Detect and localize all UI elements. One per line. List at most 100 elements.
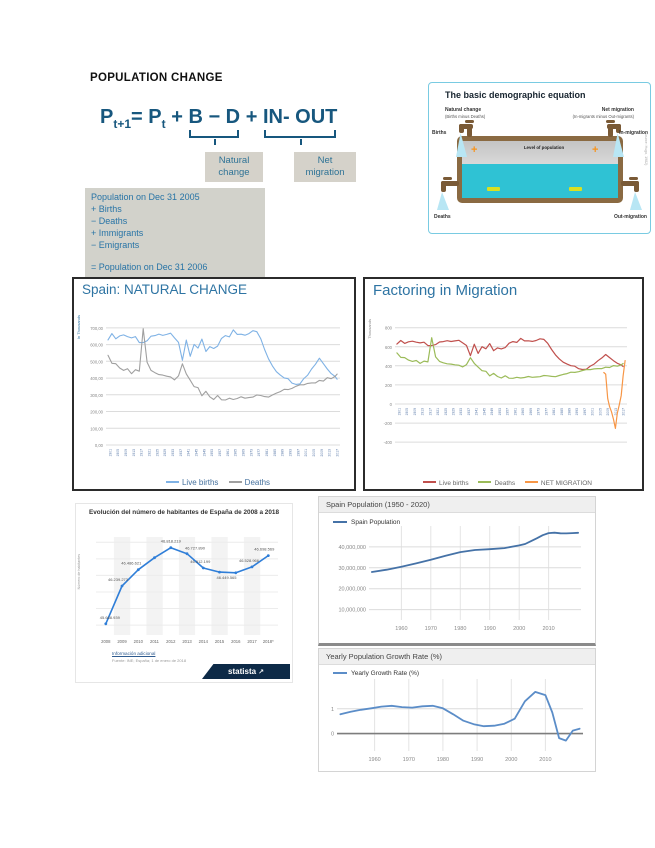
svg-text:2000: 2000 — [513, 626, 525, 632]
net-migration-heading: Net migration — [601, 107, 634, 113]
brace-tick-icon — [214, 139, 217, 145]
svg-text:1941: 1941 — [475, 408, 479, 416]
ledger-line: − Emigrants — [91, 239, 140, 250]
svg-text:2017: 2017 — [247, 639, 257, 644]
legend-swatch-icon — [165, 480, 179, 483]
eq-p-next: P — [100, 106, 114, 128]
diagram-title: The basic demographic equation — [445, 90, 586, 100]
outmigration-faucet-icon — [621, 181, 639, 186]
legend-swatch-icon — [228, 480, 242, 483]
ledger-line: − Deaths — [91, 215, 128, 226]
svg-text:500,00: 500,00 — [90, 359, 103, 364]
svg-text:46.449.565: 46.449.565 — [216, 575, 237, 580]
svg-text:46.528.966: 46.528.966 — [239, 558, 260, 563]
svg-text:1921: 1921 — [436, 408, 440, 416]
svg-text:1961: 1961 — [513, 408, 517, 416]
ledger-result-line: = Population on Dec 31 2006 — [91, 262, 208, 273]
svg-text:1913: 1913 — [421, 408, 425, 416]
informacion-adicional-link[interactable]: Información adicional — [112, 651, 156, 656]
statista-logo: statista ↗ — [202, 664, 290, 679]
legend-label: NET MIGRATION — [540, 480, 592, 487]
svg-text:-200: -200 — [384, 421, 393, 426]
legend-item: NET MIGRATION — [517, 480, 592, 487]
svg-text:1957: 1957 — [506, 408, 510, 416]
population-tub — [457, 136, 623, 203]
svg-text:1970: 1970 — [425, 626, 437, 632]
spain-population-widget: Spain Population (1950 - 2020) Spain Pop… — [318, 496, 596, 646]
svg-text:1970: 1970 — [403, 757, 415, 763]
svg-text:1981: 1981 — [265, 449, 269, 457]
svg-text:2014: 2014 — [199, 639, 209, 644]
svg-text:2005: 2005 — [598, 408, 602, 416]
legend-label: Spain Population — [351, 519, 401, 526]
svg-text:1977: 1977 — [544, 408, 548, 416]
svg-text:2010: 2010 — [539, 757, 551, 763]
svg-text:2000: 2000 — [505, 757, 517, 763]
svg-text:1: 1 — [331, 707, 334, 713]
demographic-equation: Pt+1= Pt + B − D + IN- OUT — [100, 106, 337, 145]
y-axis-label: Número de habitantes — [77, 554, 81, 590]
ledger-line: + Births — [91, 203, 122, 214]
in-migration-label: In-migration — [619, 130, 648, 136]
statista-widget: Evolución del número de habitantes de Es… — [75, 503, 293, 683]
svg-text:2009: 2009 — [606, 408, 610, 416]
migration-chart-panel: Factoring in Migration Thousands 800 600 4… — [363, 277, 644, 491]
svg-text:20,000,000: 20,000,000 — [338, 587, 366, 593]
svg-text:1909: 1909 — [413, 408, 417, 416]
chart-legend: Live births Deaths — [74, 478, 354, 487]
svg-text:1989: 1989 — [568, 408, 572, 416]
svg-text:2013: 2013 — [614, 408, 618, 416]
svg-text:1969: 1969 — [242, 449, 246, 457]
svg-text:200: 200 — [385, 383, 393, 388]
eq-p: P — [148, 106, 162, 128]
svg-text:1969: 1969 — [529, 408, 533, 416]
legend-label: Live births — [181, 478, 219, 487]
svg-text:1973: 1973 — [537, 408, 541, 416]
svg-text:1937: 1937 — [467, 408, 471, 416]
svg-text:1989: 1989 — [281, 449, 285, 457]
legend-label: Live births — [439, 480, 469, 487]
svg-text:1921: 1921 — [148, 449, 152, 457]
svg-text:2001: 2001 — [304, 449, 308, 457]
ledger-line: Population on Dec 31 2005 — [91, 192, 200, 202]
svg-text:-400: -400 — [384, 440, 393, 445]
svg-text:600,00: 600,00 — [90, 343, 103, 348]
deaths-faucet-icon — [441, 181, 459, 186]
svg-text:1990: 1990 — [471, 757, 483, 763]
source-text: Fuente: INE; España; 1 de enero de 2018 — [112, 657, 187, 663]
legend-swatch-icon — [524, 481, 538, 484]
svg-text:1909: 1909 — [124, 449, 128, 457]
svg-text:46.239.273: 46.239.273 — [108, 577, 129, 582]
svg-text:1973: 1973 — [249, 449, 253, 457]
svg-text:1990: 1990 — [484, 626, 496, 632]
underbrace-icon — [189, 130, 240, 138]
svg-text:1945: 1945 — [482, 408, 486, 416]
natural-change-subheading: (Births minus Deaths) — [445, 114, 486, 119]
births-faucet-icon — [467, 124, 472, 137]
deaths-faucet-icon — [441, 181, 446, 192]
svg-text:100,00: 100,00 — [90, 426, 103, 431]
statista-footer: Información adicional Fuente: INE; Españ… — [112, 651, 186, 664]
inmigration-faucet-icon — [608, 124, 613, 137]
legend-item: Deaths — [221, 478, 270, 487]
svg-text:2016: 2016 — [231, 639, 241, 644]
svg-text:1993: 1993 — [289, 449, 293, 457]
svg-text:2013: 2013 — [182, 639, 192, 644]
svg-text:1925: 1925 — [155, 449, 159, 457]
svg-text:800: 800 — [385, 326, 393, 331]
underbrace-icon — [263, 130, 337, 138]
svg-text:1933: 1933 — [459, 408, 463, 416]
legend-swatch-icon — [333, 521, 347, 524]
svg-text:1901: 1901 — [397, 408, 401, 416]
svg-text:10,000,000: 10,000,000 — [338, 608, 366, 614]
chart-title: Spain: NATURAL CHANGE — [82, 282, 248, 297]
net-migration-subheading: (In-migrants minus Out-migrants) — [572, 114, 634, 119]
svg-text:2011: 2011 — [150, 639, 160, 644]
svg-text:1985: 1985 — [560, 408, 564, 416]
legend-item: Live births — [415, 480, 469, 487]
natural-change-chart-panel: Spain: NATURAL CHANGE In Thousands 700,0… — [72, 277, 356, 491]
births-label: Births — [432, 130, 447, 136]
svg-text:45.668.939: 45.668.939 — [100, 615, 121, 620]
migration-plot: 800 600 400 200 0 -200 -400 1901 1905 1909 1913 191… — [371, 313, 635, 465]
